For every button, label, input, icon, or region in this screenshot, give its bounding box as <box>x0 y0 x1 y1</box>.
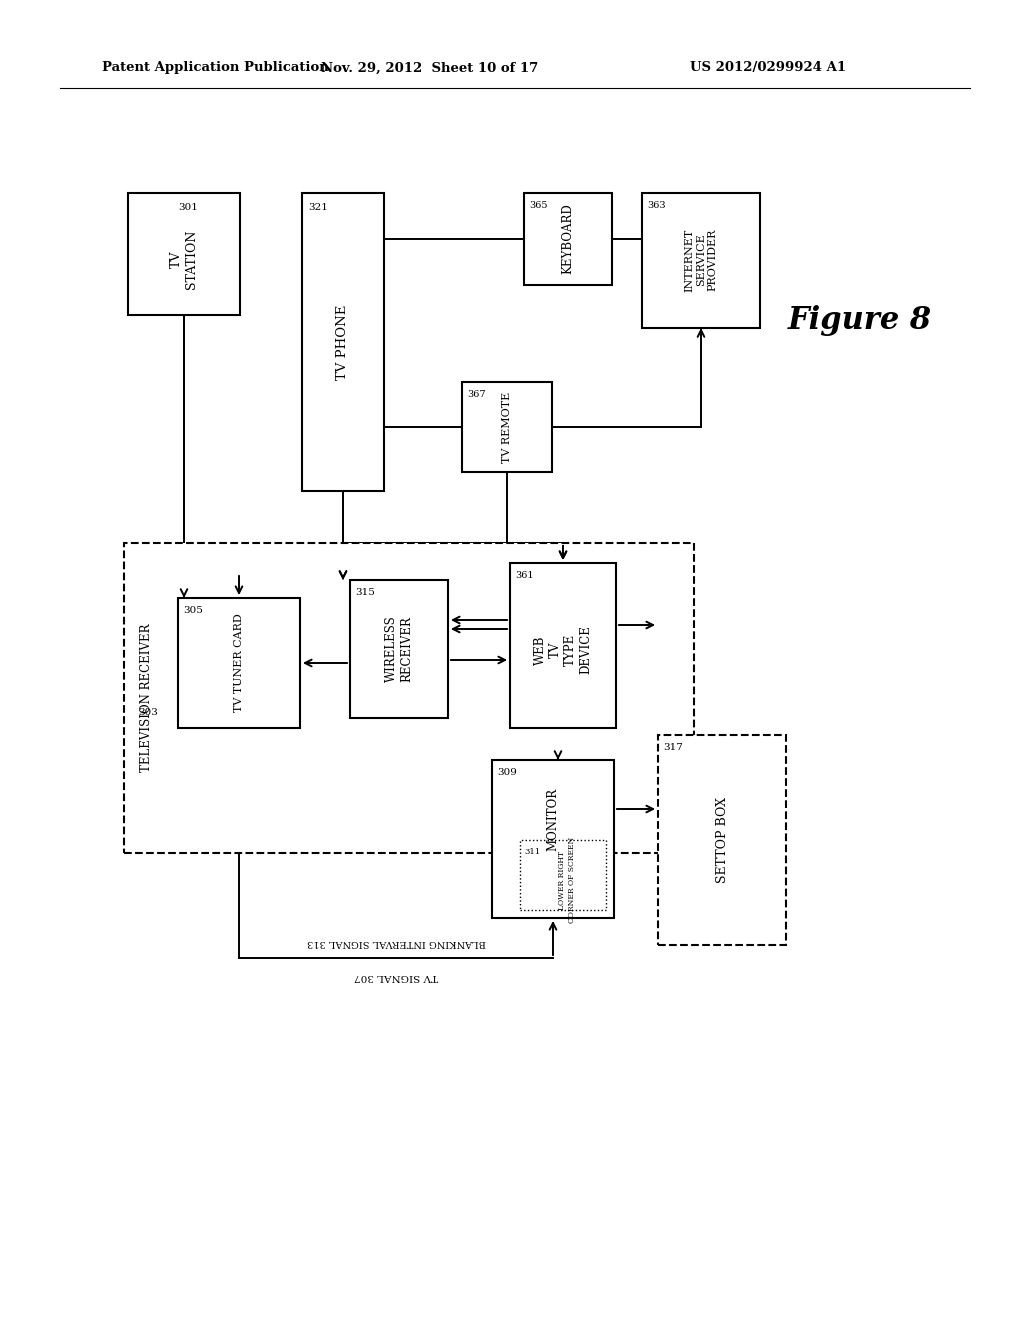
Bar <box>128 193 240 315</box>
Text: 361: 361 <box>515 572 534 579</box>
Text: TV SIGNAL 307: TV SIGNAL 307 <box>354 972 438 981</box>
Text: SETTOP BOX: SETTOP BOX <box>716 797 728 883</box>
Text: TV TUNER CARD: TV TUNER CARD <box>234 614 244 713</box>
Text: BLANKING INTERVAL SIGNAL 313: BLANKING INTERVAL SIGNAL 313 <box>306 939 485 948</box>
Text: MONITOR: MONITOR <box>547 788 559 851</box>
Text: TELEVISION RECEIVER: TELEVISION RECEIVER <box>139 624 153 772</box>
Text: 315: 315 <box>355 587 375 597</box>
Text: LOWER RIGHT
CORNER OF SCREEN: LOWER RIGHT CORNER OF SCREEN <box>558 837 575 923</box>
Text: INTERNET
SERVICE
PROVIDER: INTERNET SERVICE PROVIDER <box>684 228 718 292</box>
Text: 305: 305 <box>183 606 203 615</box>
Text: 321: 321 <box>308 203 328 213</box>
Text: 311: 311 <box>524 847 540 855</box>
Text: Nov. 29, 2012  Sheet 10 of 17: Nov. 29, 2012 Sheet 10 of 17 <box>322 62 539 74</box>
Bar <box>462 381 552 473</box>
Text: 303: 303 <box>138 708 158 717</box>
Text: 317: 317 <box>663 743 683 752</box>
Text: 365: 365 <box>529 201 548 210</box>
Text: Figure 8: Figure 8 <box>787 305 932 335</box>
Text: 367: 367 <box>467 389 485 399</box>
Text: TV
STATION: TV STATION <box>170 230 198 289</box>
Bar <box>510 564 616 729</box>
Text: TV REMOTE: TV REMOTE <box>502 391 512 462</box>
Text: 363: 363 <box>647 201 666 210</box>
Bar <box>642 193 760 327</box>
Bar <box>658 735 786 945</box>
Text: 301: 301 <box>178 203 198 213</box>
Bar <box>520 840 606 909</box>
Bar <box>178 598 300 729</box>
Text: WEB
TV
TYPE
DEVICE: WEB TV TYPE DEVICE <box>534 626 592 675</box>
Text: Patent Application Publication: Patent Application Publication <box>102 62 329 74</box>
Bar <box>492 760 614 917</box>
Bar <box>524 193 612 285</box>
Text: WIRELESS
RECEIVER: WIRELESS RECEIVER <box>385 615 413 682</box>
Text: KEYBOARD: KEYBOARD <box>561 203 574 275</box>
Bar <box>350 579 449 718</box>
Bar <box>302 193 384 491</box>
Text: TV PHONE: TV PHONE <box>337 305 349 380</box>
Bar <box>124 543 694 853</box>
Text: US 2012/0299924 A1: US 2012/0299924 A1 <box>690 62 846 74</box>
Text: 309: 309 <box>497 768 517 777</box>
